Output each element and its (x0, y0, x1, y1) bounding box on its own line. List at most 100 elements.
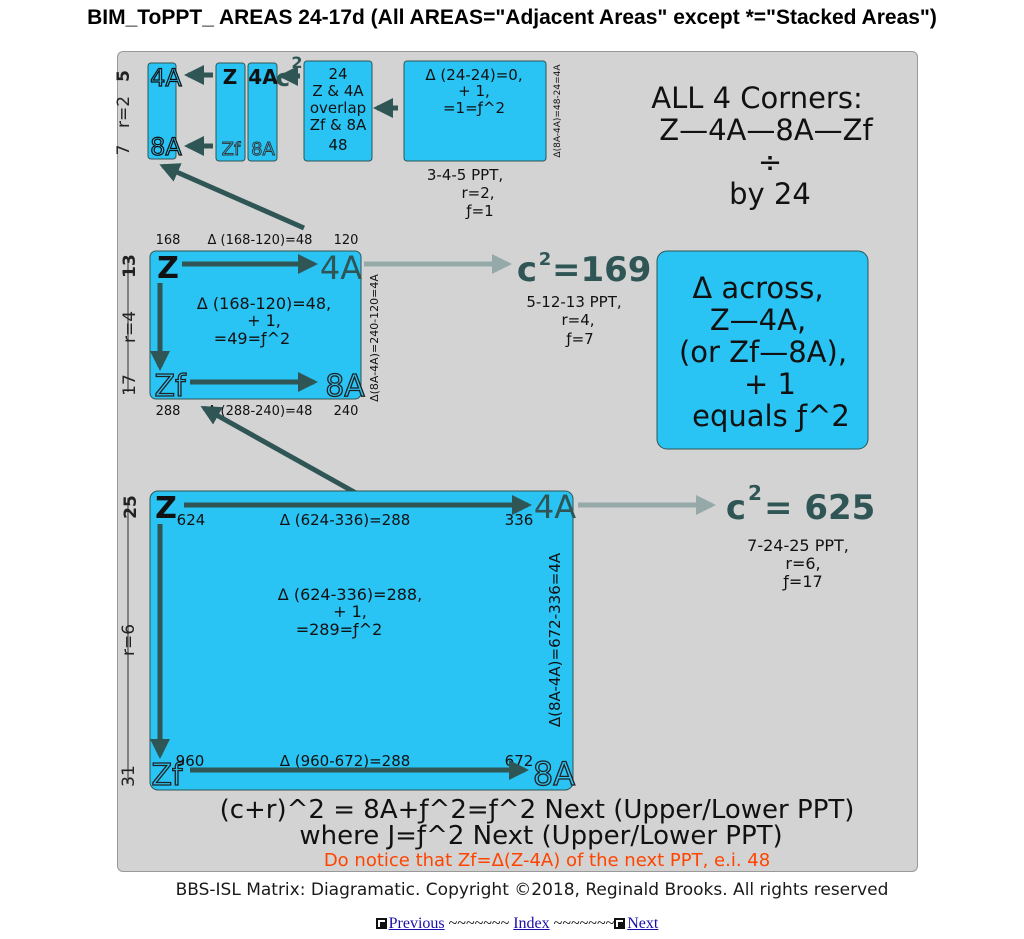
delta-rule-l3: (or Zf—8A), (679, 335, 847, 369)
medium-bottom-delta: Δ (288-240)=48 (208, 404, 313, 419)
index-link[interactable]: Index (513, 915, 550, 932)
medium-zf-label: Zf (154, 369, 187, 404)
large-box (149, 490, 574, 791)
small-arrow-from-medium (159, 163, 306, 231)
large-ppt-l3: ƒ=17 (781, 572, 822, 591)
small-r-label: r=2 (114, 96, 134, 128)
small-4a-box-label: 4A (248, 65, 278, 89)
medium-arrow-from-large (200, 405, 374, 505)
medium-top-delta: Δ (168-120)=48 (208, 233, 313, 248)
previous-nav-icon[interactable] (375, 918, 387, 929)
medium-inner-l2: + 1, (247, 311, 281, 330)
small-ppt-l2: r=2, (461, 184, 494, 202)
orange-note: Do notice that Zf=Δ(Z-4A) of the next PP… (324, 850, 770, 871)
small-z-label: Z (223, 65, 238, 89)
large-bottom-left-value: 960 (176, 752, 205, 770)
corners-line4: by 24 (729, 177, 811, 211)
medium-left-bottom: 17 (120, 374, 140, 396)
large-bottom-delta: Δ (960-672)=288 (280, 752, 411, 770)
medium-bottom-right-value: 240 (334, 404, 359, 419)
medium-left-top: 13 (120, 254, 140, 278)
formula-line2: where J=ƒ^2 Next (Upper/Lower PPT) (299, 821, 782, 851)
copyright-text: BBS-ISL Matrix: Diagramatic. Copyright ©… (175, 880, 889, 900)
small-delta-l1: Δ (24-24)=0, (425, 66, 522, 84)
medium-c2-base: c (517, 250, 537, 290)
large-inner-l3: =289=ƒ^2 (296, 620, 383, 639)
large-inner-l2: + 1, (333, 602, 367, 621)
medium-8a-label: 8A (325, 369, 365, 404)
small-side-label: Δ(8A-4A)=48-24=4A (553, 64, 563, 158)
medium-inner-l3: =49=ƒ^2 (214, 329, 290, 348)
nav-separator-2: ~~~~~~~ (549, 915, 615, 932)
formula-line1: (c+r)^2 = 8A+ƒ^2=ƒ^2 Next (Upper/Lower P… (220, 795, 855, 825)
delta-rule-box (656, 250, 869, 450)
medium-c2-sup: 2 (539, 249, 552, 270)
large-ppt-l2: r=6, (785, 554, 820, 573)
small-delta-l3: =1=ƒ^2 (443, 99, 505, 117)
large-bottom-right-value: 672 (505, 752, 534, 770)
delta-rule-l5: equals ƒ^2 (692, 399, 850, 433)
corners-line2: Z—4A—8A—Zf (659, 113, 873, 147)
footer-nav: Previous ~~~~~~~ Index ~~~~~~~ Next (0, 915, 1024, 933)
nav-separator-1: ~~~~~~~ (444, 915, 514, 932)
medium-c2-value: =169 (552, 250, 651, 290)
small-overlap-l2: Z & 4A (312, 82, 364, 100)
small-overlap-l5: 48 (328, 136, 347, 154)
delta-rule-l4: + 1 (744, 367, 796, 401)
large-zf-label: Zf (151, 758, 184, 793)
large-top-right-value: 336 (505, 511, 534, 529)
delta-rule-l2: Z—4A, (710, 303, 806, 337)
small-overlap-box (303, 60, 373, 162)
medium-ppt-l3: ƒ=7 (565, 330, 593, 348)
small-z-box (215, 62, 246, 162)
corners-line1: ALL 4 Corners: (651, 81, 862, 115)
corners-line3: ÷ (758, 145, 782, 179)
small-delta-l2: + 1, (458, 82, 490, 100)
small-zf-label: Zf (222, 139, 241, 160)
small-8a-label: 8A (150, 133, 182, 161)
large-top-left-value: 624 (177, 511, 206, 529)
small-left-bottom: 7 (114, 145, 134, 156)
large-c2-base: c (726, 488, 746, 528)
next-link[interactable]: Next (627, 915, 659, 932)
large-z-label: Z (155, 491, 177, 526)
medium-box (149, 250, 362, 400)
small-overlap-l3: overlap (310, 99, 366, 117)
large-8a-label: 8A (533, 755, 575, 793)
medium-bottom-left-value: 288 (156, 404, 181, 419)
large-4a-label: 4A (534, 488, 576, 526)
medium-top-left-value: 168 (156, 233, 181, 248)
small-8a-box-label: 8A (251, 139, 275, 160)
medium-ppt-l1: 5-12-13 PPT, (526, 293, 621, 311)
small-overlap-l1: 24 (328, 65, 347, 83)
small-4a-label: 4A (150, 64, 182, 92)
large-ppt-l1: 7-24-25 PPT, (747, 536, 849, 555)
medium-side-label: Δ(8A-4A)=240-120=4A (368, 274, 381, 402)
medium-z-label: Z (157, 251, 179, 286)
small-4a-box (247, 62, 278, 162)
small-overlap-l4: Zf & 8A (310, 116, 367, 134)
small-z-column (147, 62, 177, 160)
small-delta-box (403, 60, 547, 162)
next-nav-icon[interactable] (614, 918, 626, 929)
small-c2-sup: 2 (291, 53, 302, 72)
medium-ppt-l2: r=4, (561, 311, 594, 329)
small-ppt-l1: 3-4-5 PPT, (427, 166, 503, 184)
large-left-top: 25 (121, 495, 141, 519)
large-inner-l1: Δ (624-336)=288, (278, 585, 422, 604)
large-c2-sup: 2 (748, 481, 762, 505)
large-left-bottom: 31 (119, 765, 139, 787)
delta-rule-l1: Δ across, (692, 271, 823, 305)
previous-link[interactable]: Previous (388, 915, 445, 932)
small-ppt-l3: ƒ=1 (465, 202, 493, 220)
medium-top-right-value: 120 (334, 233, 359, 248)
large-top-delta: Δ (624-336)=288 (280, 511, 411, 529)
medium-r-label: r=4 (120, 311, 140, 343)
small-left-top: 5 (114, 70, 134, 82)
large-side-label: Δ(8A-4A)=672-336=4A (546, 552, 564, 727)
page-title: BIM_ToPPT_ AREAS 24-17d (All AREAS="Adja… (87, 6, 937, 29)
medium-4a-label: 4A (320, 249, 362, 287)
large-c2-value: = 625 (764, 488, 875, 528)
large-r-label: r=6 (119, 624, 139, 656)
